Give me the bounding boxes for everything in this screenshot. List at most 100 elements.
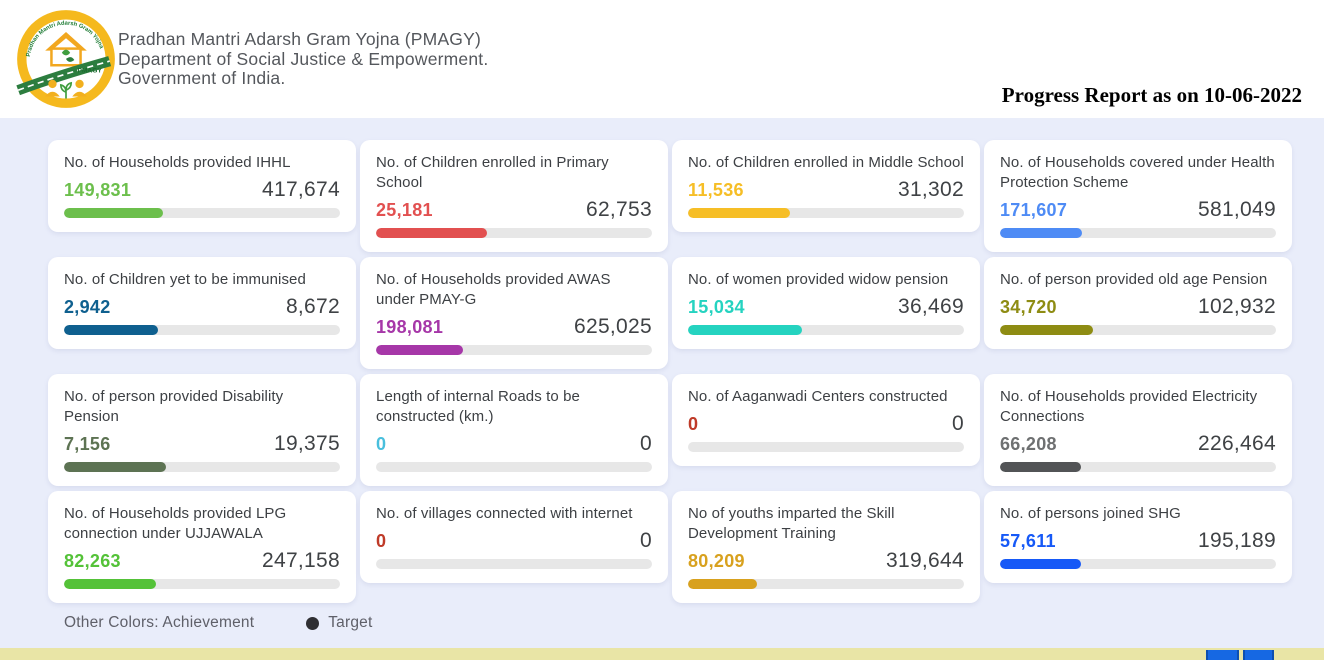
value-row: 57,611 195,189: [1000, 529, 1276, 553]
progress-bar-fill: [64, 579, 156, 589]
target-value: 8,672: [285, 295, 340, 318]
org-title: Pradhan Mantri Adarsh Gram Yojna (PMAGY)…: [118, 29, 489, 89]
progress-bar-fill: [1000, 462, 1081, 472]
stat-card: No. of Children enrolled in Primary Scho…: [360, 140, 668, 252]
progress-bar-fill: [688, 579, 758, 589]
card-title: No. of Children enrolled in Middle Schoo…: [688, 154, 964, 171]
target-value: 0: [952, 412, 964, 435]
progress-bar-track: [64, 462, 340, 472]
progress-bar-track: [688, 579, 964, 589]
legend-achievement-label: Other Colors: Achievement: [64, 614, 255, 631]
card-title: No. of person provided old age Pension: [1000, 271, 1268, 288]
achievement-value: 7,156: [64, 434, 111, 454]
progress-bar-track: [376, 228, 652, 238]
progress-bar-fill: [376, 228, 487, 238]
progress-bar-track: [64, 325, 340, 335]
pmagy-logo-icon: Pradhan Mantri Adarsh Gram Yojna PMAGY: [16, 10, 115, 108]
stat-card: No. of Households provided AWAS under PM…: [360, 257, 668, 369]
achievement-value: 66,208: [1000, 434, 1057, 454]
progress-bar-track: [1000, 228, 1276, 238]
card-title: No. of Children enrolled in Primary Scho…: [376, 154, 609, 191]
card-title: No. of Households provided AWAS under PM…: [376, 271, 611, 308]
achievement-value: 15,034: [688, 297, 745, 317]
progress-bar-track: [376, 462, 652, 472]
card-title: No. of Households covered under Health P…: [1000, 154, 1275, 191]
achievement-value: 0: [376, 434, 387, 454]
footer-button-1[interactable]: [1206, 650, 1239, 660]
value-row: 34,720 102,932: [1000, 295, 1276, 319]
value-row: 25,181 62,753: [376, 198, 652, 222]
org-title-line1: Pradhan Mantri Adarsh Gram Yojna (PMAGY): [118, 29, 482, 49]
achievement-value: 57,611: [1000, 531, 1056, 551]
progress-bar-fill: [1000, 228, 1082, 238]
progress-bar-fill: [64, 325, 158, 335]
stat-card: No. of Children enrolled in Middle Schoo…: [672, 140, 980, 232]
org-title-line2: Department of Social Justice & Empowerme…: [118, 48, 489, 69]
stat-card: No. of person provided Disability Pensio…: [48, 374, 356, 486]
achievement-value: 80,209: [688, 551, 745, 571]
value-row: 2,942 8,672: [64, 295, 340, 319]
card-title: No. of Aaganwadi Centers constructed: [688, 388, 948, 405]
value-row: 149,831 417,674: [64, 178, 340, 202]
progress-bar-track: [1000, 325, 1276, 335]
svg-text:PMAGY: PMAGY: [77, 68, 102, 75]
stat-card: No. of villages connected with internet 0…: [360, 491, 668, 583]
legend: Other Colors: Achievement Target: [64, 614, 1324, 632]
achievement-value: 25,181: [376, 200, 433, 220]
value-row: 7,156 19,375: [64, 432, 340, 456]
target-value: 581,049: [1197, 198, 1276, 221]
achievement-value: 82,263: [64, 551, 121, 571]
stat-card: No. of Aaganwadi Centers constructed 0 0: [672, 374, 980, 466]
stat-card: No. of Households covered under Health P…: [984, 140, 1292, 252]
progress-bar-track: [688, 442, 964, 452]
achievement-value: 34,720: [1000, 297, 1057, 317]
target-value: 36,469: [897, 295, 964, 318]
progress-bar-fill: [688, 325, 802, 335]
stat-card: No. of persons joined SHG 57,611 195,189: [984, 491, 1292, 583]
bottom-strip: [0, 648, 1324, 660]
progress-bar-track: [688, 325, 964, 335]
card-title: No. of villages connected with internet: [376, 505, 633, 522]
target-value: 319,644: [885, 549, 964, 572]
target-value: 195,189: [1197, 529, 1276, 552]
card-title: No. of Households provided Electricity C…: [1000, 388, 1258, 425]
stat-card: No. of Households provided Electricity C…: [984, 374, 1292, 486]
progress-bar-fill: [64, 462, 166, 472]
card-title: Length of internal Roads to be construct…: [376, 388, 580, 425]
stat-card: No. of Households provided IHHL 149,831 41…: [48, 140, 356, 232]
progress-bar-track: [1000, 462, 1276, 472]
target-dot-icon: [306, 616, 320, 630]
target-value: 625,025: [573, 315, 652, 338]
target-value: 417,674: [261, 178, 340, 201]
value-row: 82,263 247,158: [64, 549, 340, 573]
page-header: Pradhan Mantri Adarsh Gram Yojna PMAGY P…: [0, 0, 1324, 118]
value-row: 171,607 581,049: [1000, 198, 1276, 222]
target-value: 247,158: [261, 549, 340, 572]
card-title: No. of Children yet to be immunised: [64, 271, 306, 288]
target-value: 0: [640, 432, 652, 455]
progress-bar-track: [1000, 559, 1276, 569]
progress-bar-track: [64, 208, 340, 218]
card-title: No. of women provided widow pension: [688, 271, 949, 288]
achievement-value: 11,536: [688, 180, 744, 200]
target-value: 226,464: [1197, 432, 1276, 455]
stat-card: No. of women provided widow pension 15,03…: [672, 257, 980, 349]
footer-button-2[interactable]: [1243, 650, 1274, 660]
achievement-value: 0: [376, 531, 387, 551]
stat-card: No. of person provided old age Pension 34…: [984, 257, 1292, 349]
target-value: 19,375: [273, 432, 340, 455]
value-row: 11,536 31,302: [688, 178, 964, 202]
achievement-value: 2,942: [64, 297, 111, 317]
target-value: 62,753: [585, 198, 652, 221]
progress-bar-track: [376, 345, 652, 355]
target-value: 0: [640, 529, 652, 552]
progress-bar-fill: [1000, 559, 1082, 569]
card-title: No. of persons joined SHG: [1000, 505, 1181, 522]
target-value: 31,302: [897, 178, 964, 201]
stats-grid: No. of Households provided IHHL 149,831 41…: [48, 140, 1324, 603]
stat-card: No. of Children yet to be immunised 2,942…: [48, 257, 356, 349]
stat-card: No of youths imparted the Skill Developm…: [672, 491, 980, 603]
achievement-value: 198,081: [376, 317, 444, 337]
